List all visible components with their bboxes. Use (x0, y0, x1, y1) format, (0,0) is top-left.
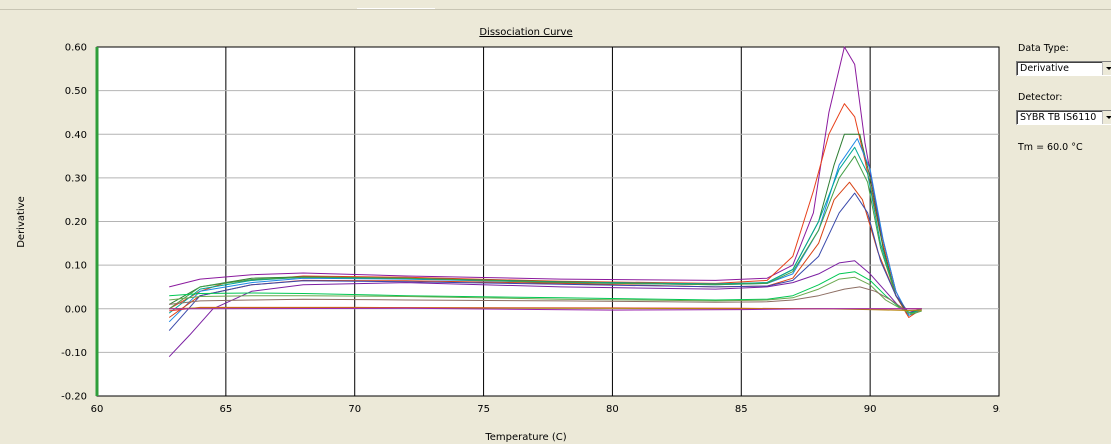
y-tick-label: -0.20 (61, 392, 87, 403)
y-tick-label: 0.50 (65, 86, 87, 97)
y-tick-label: -0.10 (61, 348, 87, 359)
tick-labels: 60 65 70 75 80 85 90 95 -0.20 -0.10 0.00 0.10 0.20 0.… (61, 43, 1000, 416)
detector-select[interactable]: SYBR TB IS6110 (1016, 110, 1111, 125)
detector-label: Detector: (1018, 92, 1063, 103)
series-line-6 (168, 155, 922, 314)
x-tick-label: 85 (735, 404, 748, 415)
x-tick-label: 60 (91, 404, 104, 415)
y-tick-label: 0.30 (65, 173, 87, 184)
series-line-14 (169, 307, 922, 311)
x-tick-label: 80 (606, 404, 619, 415)
data-type-value: Derivative (1020, 63, 1069, 74)
y-tick-label: 0.60 (65, 43, 87, 54)
top-divider (0, 9, 1111, 10)
y-tick-label: 0.10 (65, 261, 87, 272)
y-tick-label: 0.20 (65, 217, 87, 228)
dissociation-chart: Dissociation Curve 60 65 70 75 80 85 90 95 -0.20… (16, 27, 1000, 443)
data-type-select[interactable]: Derivative (1016, 61, 1111, 76)
x-tick-label: 95 (993, 404, 1000, 415)
x-axis-label: Temperature (C) (484, 432, 566, 443)
chevron-down-icon[interactable] (1102, 111, 1111, 124)
series-layer (168, 46, 922, 358)
detector-value: SYBR TB IS6110 (1020, 112, 1097, 123)
top-tab-strip (0, 0, 1111, 10)
x-tick-label: 65 (219, 404, 232, 415)
chevron-down-icon[interactable] (1102, 62, 1111, 75)
y-tick-label: 0.00 (65, 304, 87, 315)
series-line-4 (168, 138, 922, 323)
series-line-9 (168, 260, 922, 358)
tm-readout: Tm = 60.0 °C (1018, 142, 1083, 153)
y-axis-label: Derivative (16, 196, 27, 248)
chart-title: Dissociation Curve (479, 27, 572, 38)
x-tick-label: 70 (348, 404, 361, 415)
series-line-12 (169, 286, 922, 310)
y-tick-label: 0.40 (65, 130, 87, 141)
series-line-8 (168, 192, 922, 331)
x-tick-label: 75 (477, 404, 490, 415)
series-line-11 (169, 276, 922, 315)
data-type-label: Data Type: (1018, 43, 1069, 54)
series-line-15 (169, 307, 922, 311)
x-tick-label: 90 (864, 404, 877, 415)
